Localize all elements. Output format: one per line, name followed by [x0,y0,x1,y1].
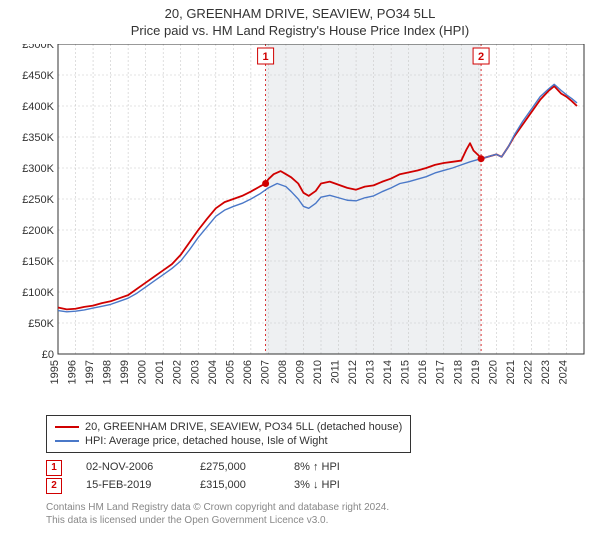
svg-text:£350K: £350K [22,132,54,144]
svg-text:2021: 2021 [505,360,517,384]
chart-area: £0 £50K £100K £150K £200K £250K £300K £350K £400… [12,44,588,409]
svg-text:2016: 2016 [417,360,429,384]
svg-text:1996: 1996 [67,360,79,384]
svg-text:2011: 2011 [330,360,342,384]
svg-text:2009: 2009 [294,360,306,384]
svg-text:2015: 2015 [400,360,412,384]
sale-row: 1 02-NOV-2006 £275,000 8% ↑ HPI [46,459,588,477]
svg-text:2: 2 [478,51,484,63]
svg-text:2006: 2006 [242,360,254,384]
sale-price: £315,000 [200,477,270,495]
sales-table: 1 02-NOV-2006 £275,000 8% ↑ HPI 2 15-FEB… [46,459,588,494]
svg-text:£200K: £200K [22,225,54,237]
legend-label-property: 20, GREENHAM DRIVE, SEAVIEW, PO34 5LL (d… [85,420,402,434]
svg-text:£0: £0 [42,349,54,361]
svg-text:£450K: £450K [22,70,54,82]
sale-delta: 8% ↑ HPI [294,459,340,477]
svg-text:2004: 2004 [207,360,219,384]
svg-text:2022: 2022 [522,360,534,384]
svg-text:2023: 2023 [540,360,552,384]
svg-text:2003: 2003 [189,360,201,384]
svg-text:2002: 2002 [172,360,184,384]
title-subtitle: Price paid vs. HM Land Registry's House … [0,23,600,40]
legend-box: 20, GREENHAM DRIVE, SEAVIEW, PO34 5LL (d… [46,415,411,454]
sale-date: 15-FEB-2019 [86,477,176,495]
svg-text:1998: 1998 [102,360,114,384]
svg-text:2010: 2010 [312,360,324,384]
svg-text:2014: 2014 [382,360,394,384]
sale-price: £275,000 [200,459,270,477]
svg-text:2008: 2008 [277,360,289,384]
sale-marker-icon: 1 [46,460,62,476]
chart-svg: £0 £50K £100K £150K £200K £250K £300K £350K £400… [12,44,588,404]
title-block: 20, GREENHAM DRIVE, SEAVIEW, PO34 5LL Pr… [0,0,600,40]
svg-text:£250K: £250K [22,194,54,206]
svg-text:2000: 2000 [137,360,149,384]
legend-row: 20, GREENHAM DRIVE, SEAVIEW, PO34 5LL (d… [55,420,402,434]
figure-root: 20, GREENHAM DRIVE, SEAVIEW, PO34 5LL Pr… [0,0,600,560]
legend-label-hpi: HPI: Average price, detached house, Isle… [85,434,328,448]
svg-text:2012: 2012 [347,360,359,384]
sale-delta: 3% ↓ HPI [294,477,340,495]
footnote: Contains HM Land Registry data © Crown c… [46,501,588,527]
title-address: 20, GREENHAM DRIVE, SEAVIEW, PO34 5LL [0,6,600,23]
sale-row: 2 15-FEB-2019 £315,000 3% ↓ HPI [46,477,588,495]
svg-text:£100K: £100K [22,287,54,299]
svg-text:2018: 2018 [452,360,464,384]
svg-text:1995: 1995 [49,360,61,384]
svg-text:2024: 2024 [557,360,569,384]
footnote-line: This data is licensed under the Open Gov… [46,514,588,527]
svg-text:£50K: £50K [28,318,54,330]
svg-text:1999: 1999 [119,360,131,384]
legend-swatch-hpi [55,440,79,442]
sale-marker-icon: 2 [46,478,62,494]
svg-text:2019: 2019 [470,360,482,384]
footnote-line: Contains HM Land Registry data © Crown c… [46,501,588,514]
svg-text:2013: 2013 [365,360,377,384]
svg-text:2001: 2001 [154,360,166,384]
legend-row: HPI: Average price, detached house, Isle… [55,434,402,448]
svg-text:2017: 2017 [435,360,447,384]
svg-text:£300K: £300K [22,163,54,175]
svg-text:£400K: £400K [22,101,54,113]
svg-text:1: 1 [263,51,269,63]
svg-text:2005: 2005 [224,360,236,384]
svg-text:£500K: £500K [22,44,54,51]
legend-swatch-property [55,426,79,428]
svg-text:£150K: £150K [22,256,54,268]
svg-text:1997: 1997 [84,360,96,384]
sale-date: 02-NOV-2006 [86,459,176,477]
svg-text:2020: 2020 [487,360,499,384]
svg-text:2007: 2007 [259,360,271,384]
